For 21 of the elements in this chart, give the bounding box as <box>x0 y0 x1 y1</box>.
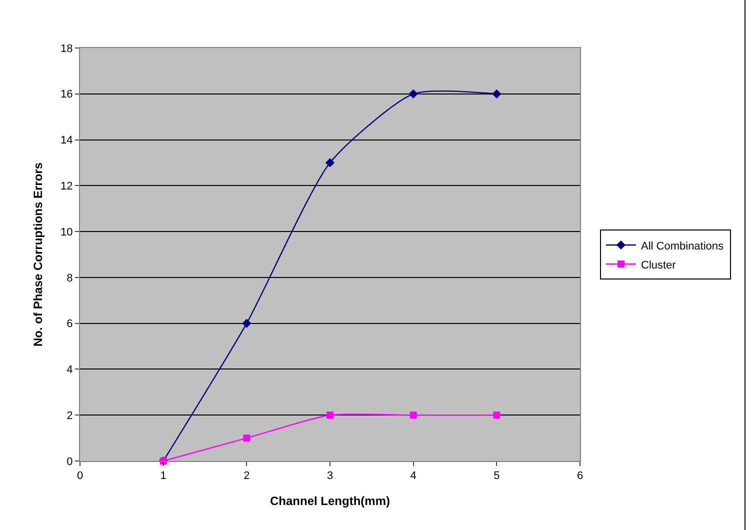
legend-label: Cluster <box>641 259 676 272</box>
y-tick-label: 16 <box>60 88 73 101</box>
x-tick-label: 1 <box>160 470 166 482</box>
y-tick-label: 14 <box>60 134 73 147</box>
x-tick-label: 0 <box>76 470 84 482</box>
x-tick-label: 5 <box>494 470 500 482</box>
x-tick-label: 6 <box>576 470 584 482</box>
y-tick-label: 18 <box>60 42 73 55</box>
legend-label: All Combinations <box>641 240 724 252</box>
x-axis-title: Channel Length(mm) <box>270 494 390 508</box>
x-tick-label: 4 <box>410 470 416 482</box>
y-tick-label: 4 <box>66 364 73 376</box>
y-tick-label: 2 <box>66 410 73 422</box>
y-tick-label: 10 <box>60 226 73 238</box>
y-tick-label: 12 <box>60 180 73 193</box>
x-tick-label: 2 <box>244 470 250 482</box>
y-axis-title: No. of Phase Corruptions Errors <box>30 162 45 347</box>
y-tick-label: 0 <box>66 456 73 468</box>
y-tick-label: 6 <box>66 318 73 330</box>
x-tick-label: 3 <box>326 470 334 482</box>
y-tick-label: 8 <box>66 272 73 284</box>
